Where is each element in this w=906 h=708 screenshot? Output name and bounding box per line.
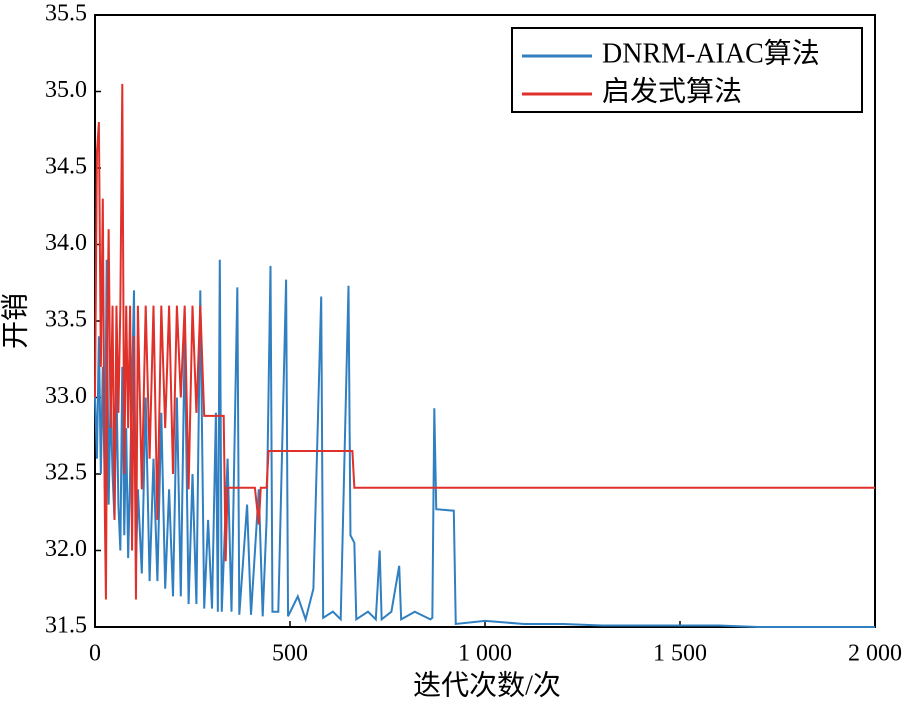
y-tick-label: 34.5 xyxy=(45,154,87,180)
y-tick-label: 32.5 xyxy=(45,460,87,486)
x-tick-label: 1 000 xyxy=(458,641,512,667)
legend-label: DNRM-AIAC算法 xyxy=(602,37,820,69)
x-tick-label: 1 500 xyxy=(653,641,707,667)
y-tick-label: 35.5 xyxy=(45,1,87,27)
series-line xyxy=(94,259,875,628)
x-tick-label: 2 000 xyxy=(848,641,902,667)
y-tick-label: 32.0 xyxy=(45,536,87,562)
y-tick-label: 33.0 xyxy=(45,383,87,409)
x-tick-label: 500 xyxy=(272,641,308,667)
x-axis-label: 迭代次数/次 xyxy=(413,669,561,701)
series-line xyxy=(94,83,875,600)
y-tick-label: 33.5 xyxy=(45,307,87,333)
legend-box xyxy=(511,27,863,113)
y-tick-label: 31.5 xyxy=(45,613,87,639)
legend-label: 启发式算法 xyxy=(602,75,742,107)
x-tick-label: 0 xyxy=(89,641,101,667)
y-tick-label: 34.0 xyxy=(45,230,87,256)
y-tick-label: 35.0 xyxy=(45,77,87,103)
y-axis-label: 开销 xyxy=(0,293,31,349)
